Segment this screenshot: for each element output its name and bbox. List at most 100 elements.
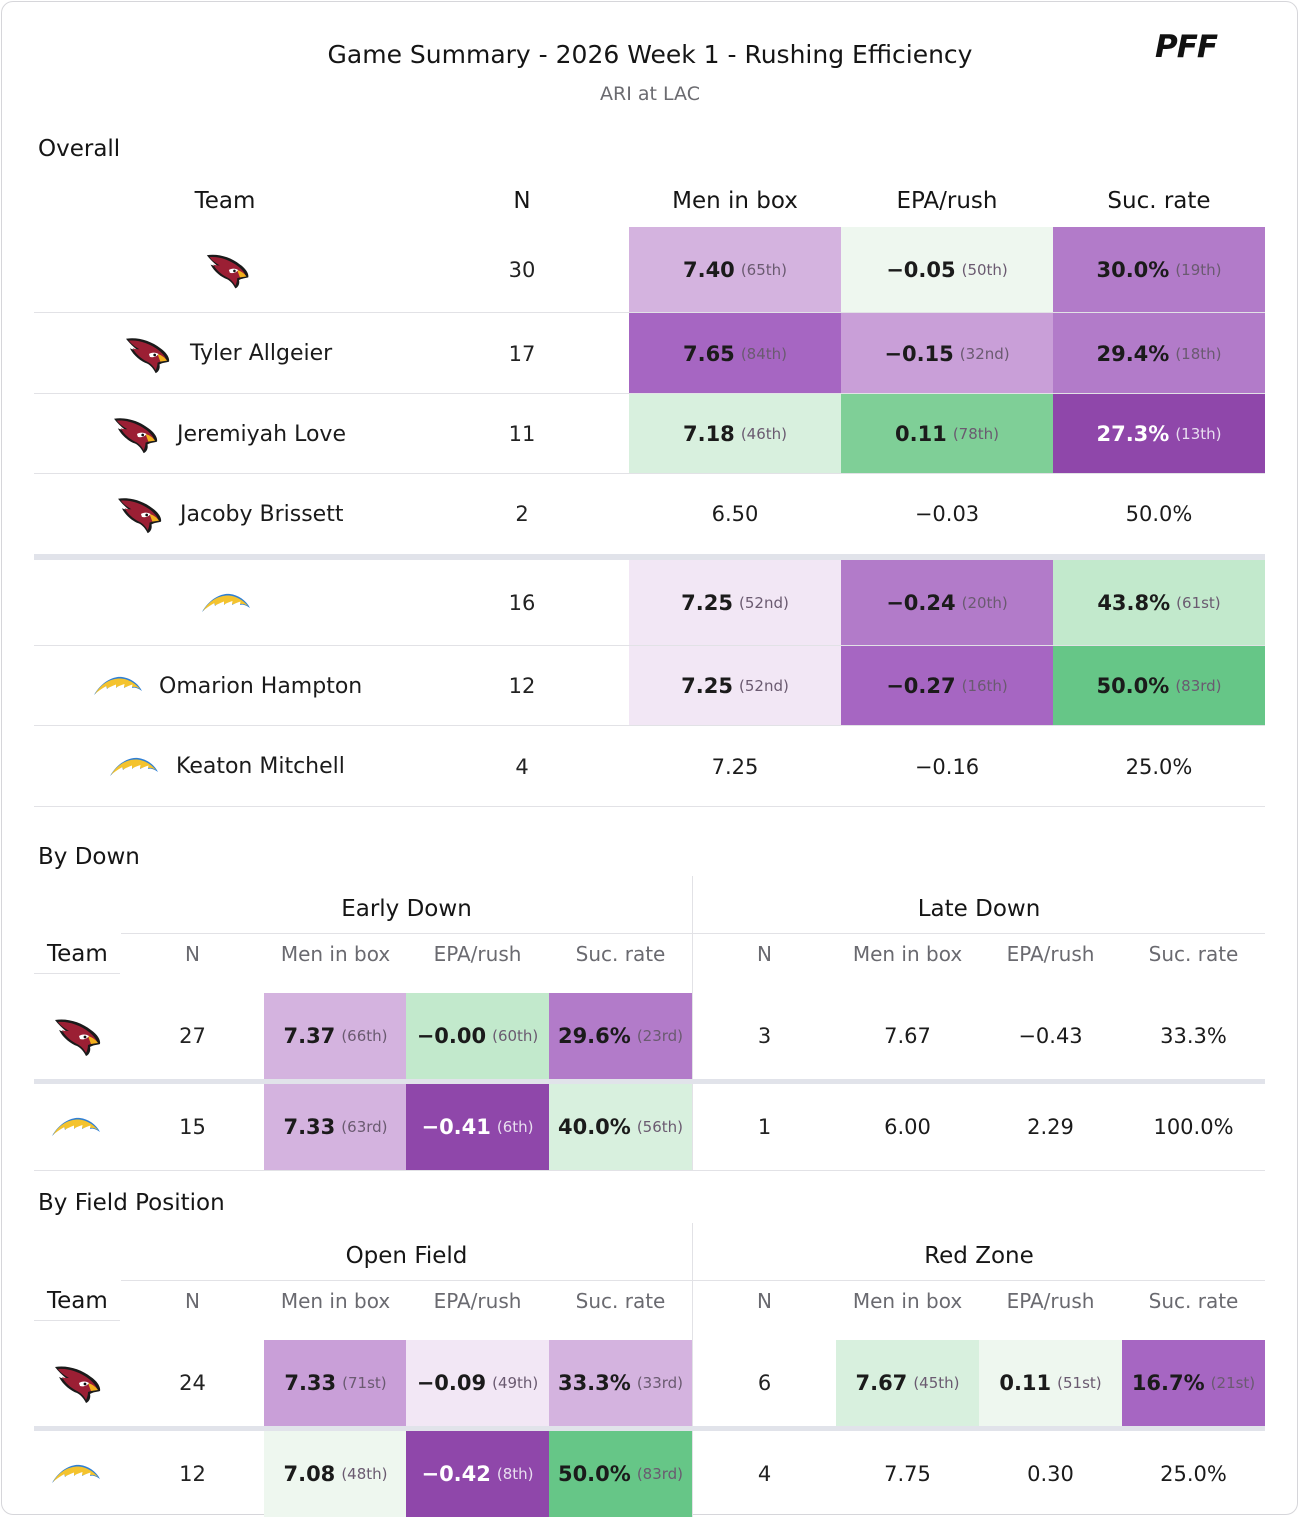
- team-logo: [50, 1084, 102, 1170]
- metric-cell-epa: −0.24 (20th): [841, 560, 1053, 646]
- metric-rank: (16th): [961, 677, 1008, 695]
- metric-cell: −0.42 (8th): [406, 1431, 549, 1517]
- metric-value: 0.11: [894, 422, 947, 446]
- metric-cell: 33.3%: [1122, 993, 1265, 1079]
- row-divider: [34, 312, 1265, 313]
- col-head-right: Men in box: [852, 1289, 963, 1313]
- metric-value: −0.05: [886, 258, 956, 282]
- team-logo: [200, 560, 252, 646]
- metric-cell-suc: 27.3% (13th): [1053, 394, 1265, 474]
- metric-rank: (71st): [342, 1374, 387, 1392]
- chargers-logo-icon: [110, 757, 158, 776]
- team-logo: [92, 646, 144, 726]
- col-head-suc-rate: Suc. rate: [1107, 188, 1211, 214]
- metric-cell-box: 7.25 (52nd): [629, 560, 841, 646]
- group-head-left: Open Field: [345, 1243, 468, 1269]
- col-head-right: EPA/rush: [1006, 942, 1095, 966]
- metric-value: −0.24: [886, 591, 956, 615]
- col-head-men-in-box: Men in box: [672, 188, 798, 214]
- team-logo: [115, 474, 165, 554]
- metric-cell: 6.00: [836, 1084, 979, 1170]
- split-row: 15 7.33 (63rd) −0.41 (6th) 40.0% (56th) 1 6.00 2.…: [34, 1084, 1265, 1170]
- n-value: 30: [508, 258, 536, 282]
- table-bottom-line: [34, 1170, 1265, 1171]
- cardinals-logo-icon: [55, 1366, 101, 1403]
- n-value: 16: [508, 591, 536, 615]
- metric-value: 30.0%: [1096, 258, 1170, 282]
- metric-value: 7.25: [681, 674, 733, 698]
- section-title-by-field: By Field Position: [38, 1190, 225, 1216]
- metric-value: −0.15: [884, 341, 954, 366]
- team-logo: [124, 313, 172, 394]
- metric-cell: 29.6% (23rd): [549, 993, 692, 1079]
- metric-rank: (66th): [341, 1027, 388, 1045]
- metric-value: 16.7%: [1131, 1371, 1205, 1395]
- metric-cell: −0.41 (6th): [406, 1084, 549, 1170]
- col-head-right: Suc. rate: [1148, 1289, 1239, 1313]
- metric-cell-epa: −0.03: [841, 474, 1053, 554]
- page-subtitle: ARI at LAC: [600, 83, 700, 105]
- cardinals-logo-icon: [114, 418, 158, 454]
- metric-value: 50.0%: [1096, 674, 1170, 698]
- team-col-head: Team: [47, 941, 108, 967]
- metric-rank: (48th): [341, 1465, 388, 1483]
- metric-value: 50.0%: [557, 1462, 631, 1486]
- overall-row: 30 7.40 (65th) −0.05 (50th) 30.0% (19th): [34, 227, 1265, 313]
- metric-value: −0.03: [914, 502, 980, 526]
- team-head-underline: [34, 1320, 120, 1321]
- chargers-logo-icon: [94, 676, 142, 695]
- metric-cell-epa: 0.11 (78th): [841, 394, 1053, 474]
- metric-value: 25.0%: [1160, 1462, 1227, 1486]
- team-logo: [50, 1431, 102, 1517]
- n-value: 17: [508, 341, 536, 366]
- metric-value: 29.6%: [557, 1024, 631, 1048]
- metric-value: 33.3%: [557, 1371, 631, 1395]
- cardinals-logo-icon: [126, 337, 170, 373]
- n-value: 1: [757, 1115, 772, 1139]
- metric-cell: 7.75: [836, 1431, 979, 1517]
- metric-value: 29.4%: [1096, 341, 1170, 366]
- metric-rank: (49th): [492, 1374, 539, 1392]
- metric-cell-box: 7.25 (52nd): [629, 646, 841, 726]
- metric-cell-box: 7.25: [629, 726, 841, 807]
- metric-cell: 7.33 (63rd): [264, 1084, 407, 1170]
- metric-value: 100.0%: [1153, 1115, 1234, 1139]
- metric-value: 7.67: [884, 1024, 931, 1048]
- group-underline: [121, 933, 1265, 934]
- team-logo: [111, 394, 161, 474]
- row-divider: [34, 806, 1265, 807]
- col-head-left: Suc. rate: [575, 942, 666, 966]
- overall-row: Jacoby Brissett 2 6.50 −0.03 50.0%: [34, 474, 1265, 554]
- metric-cell-suc: 25.0%: [1053, 726, 1265, 807]
- n-value: 24: [179, 1371, 206, 1395]
- metric-rank: (52nd): [739, 594, 789, 612]
- col-head-n: N: [513, 188, 531, 214]
- team-logo: [52, 993, 104, 1079]
- col-head-left: EPA/rush: [433, 1289, 522, 1313]
- metric-rank: (60th): [492, 1027, 539, 1045]
- metric-cell: −0.43: [979, 993, 1122, 1079]
- metric-rank: (52nd): [739, 677, 789, 695]
- metric-cell: 25.0%: [1122, 1431, 1265, 1517]
- metric-rank: (83rd): [636, 1465, 684, 1483]
- metric-value: 7.08: [283, 1462, 336, 1486]
- metric-rank: (45th): [913, 1374, 960, 1392]
- metric-cell: −0.09 (49th): [406, 1340, 549, 1426]
- metric-value: 33.3%: [1160, 1024, 1227, 1048]
- metric-value: −0.42: [421, 1462, 491, 1486]
- overall-row: Tyler Allgeier 17 7.65 (84th) −0.15 (32nd) 29.…: [34, 313, 1265, 394]
- n-value: 3: [757, 1024, 772, 1048]
- metric-cell-epa: −0.27 (16th): [841, 646, 1053, 726]
- row-divider: [34, 645, 1265, 646]
- col-head-left: N: [185, 942, 200, 966]
- overall-row: Keaton Mitchell 4 7.25 −0.16 25.0%: [34, 726, 1265, 807]
- metric-cell: 7.33 (71st): [264, 1340, 407, 1426]
- col-head-team: Team: [194, 188, 256, 214]
- metric-rank: (56th): [636, 1118, 684, 1136]
- metric-rank: (32nd): [959, 344, 1010, 363]
- metric-value: 7.37: [283, 1024, 336, 1048]
- overall-row: Omarion Hampton 12 7.25 (52nd) −0.27 (16th) 50…: [34, 646, 1265, 726]
- metric-cell-suc: 43.8% (61st): [1053, 560, 1265, 646]
- col-head-right: N: [757, 1289, 772, 1313]
- metric-rank: (23rd): [636, 1027, 684, 1045]
